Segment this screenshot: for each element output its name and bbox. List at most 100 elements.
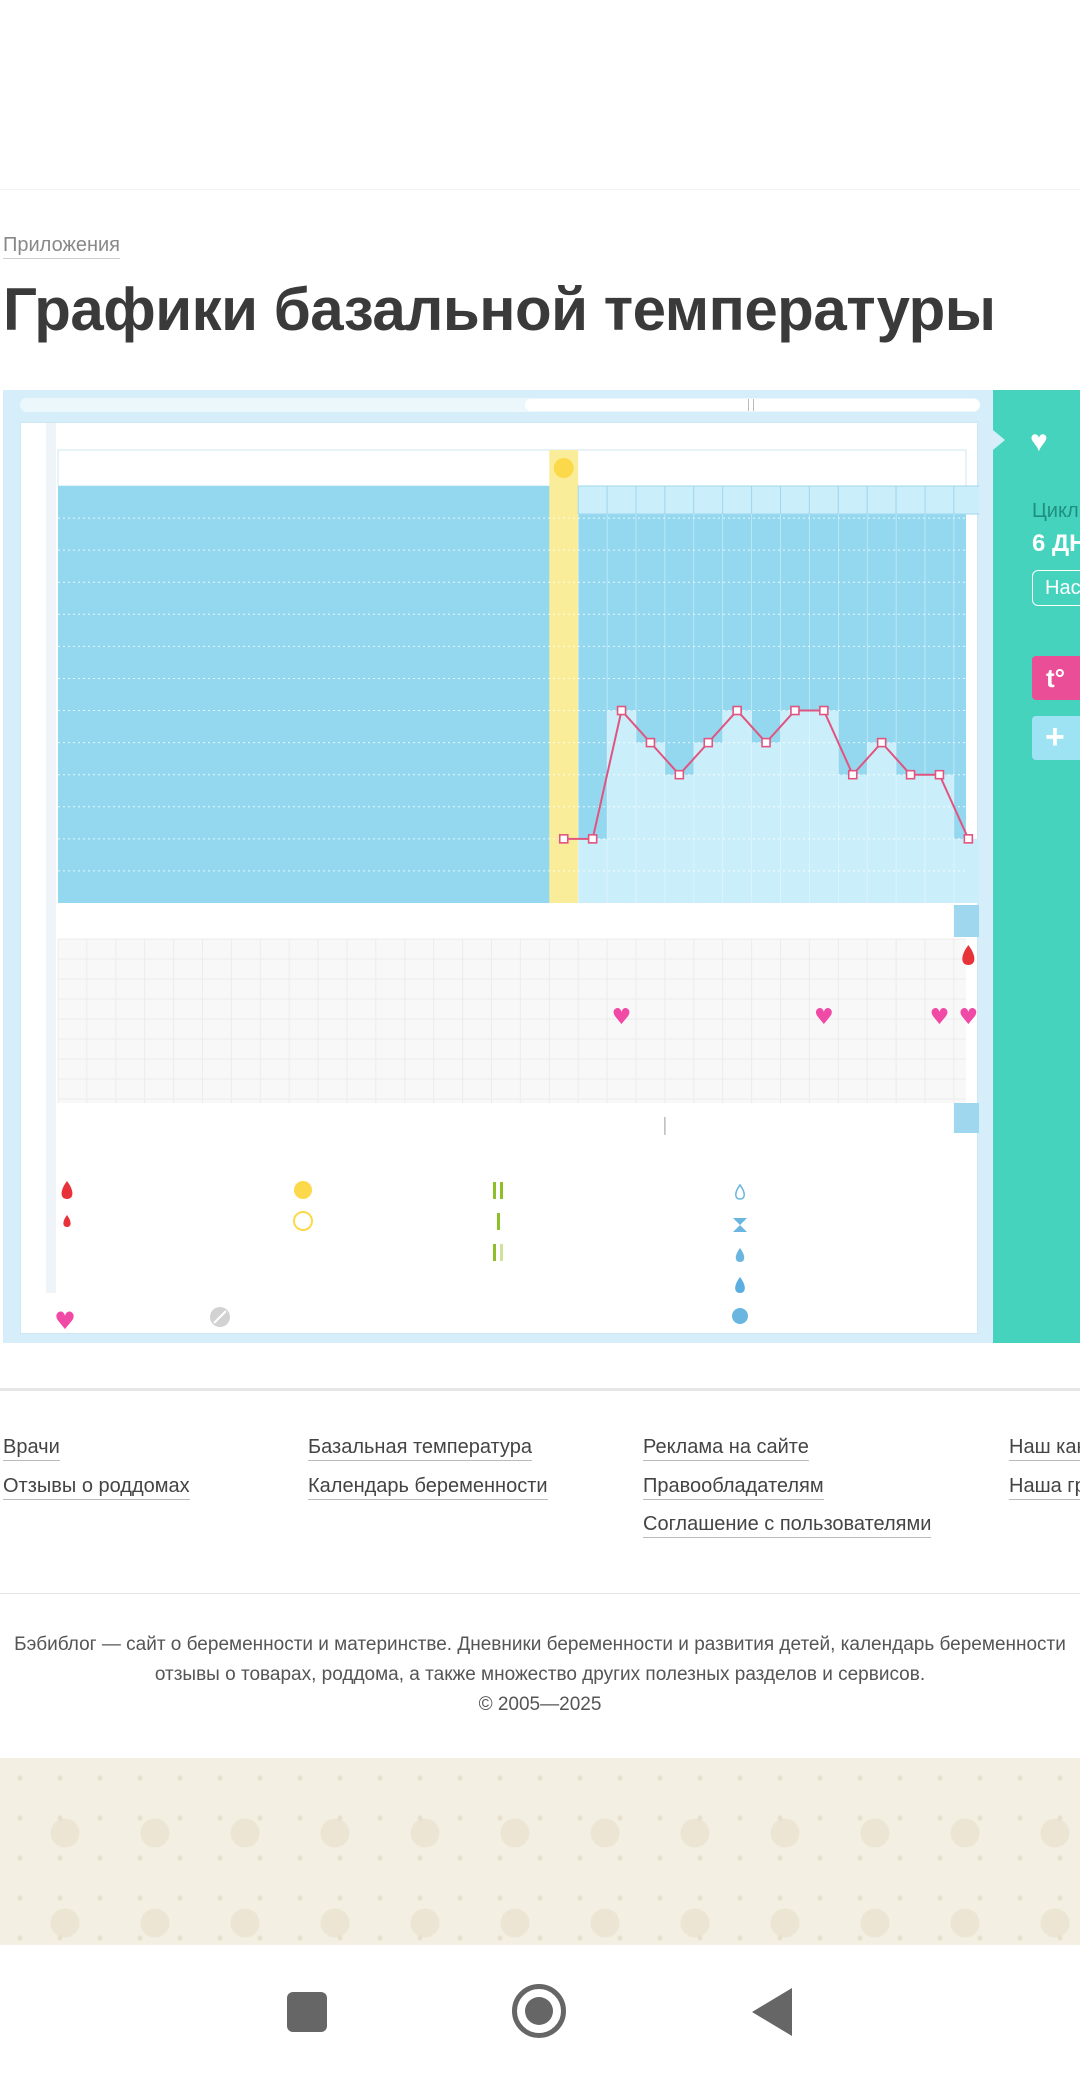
phase-day-cell	[837, 485, 868, 515]
temperature-point	[558, 834, 569, 844]
side-panel	[993, 390, 1080, 1343]
events-grid	[58, 939, 966, 1103]
intercourse-legend-icon: ♥	[54, 1307, 76, 1335]
ovulation-column	[549, 450, 579, 903]
chart-card: ♥ ♥ ♥ ♥ ♥	[20, 422, 979, 1335]
phase-day-cell	[751, 485, 781, 515]
phase-day-cell	[953, 485, 979, 515]
date-row	[58, 1103, 966, 1135]
temperature-point	[963, 834, 974, 844]
footer-link-ads[interactable]: Реклама на сайте	[643, 1434, 809, 1461]
temperature-bar	[953, 838, 979, 903]
decorative-pattern	[0, 1758, 1080, 1945]
phase-day-cell	[895, 485, 926, 515]
phase-day-cell	[577, 485, 608, 515]
pregnancy-weak-icon	[493, 1244, 496, 1261]
temperature-point	[905, 769, 916, 780]
chart-scrollbar-thumb[interactable]	[525, 399, 980, 411]
add-temperature-button[interactable]: t°	[1032, 656, 1080, 700]
temperature-point	[934, 769, 945, 780]
medication-icon-slash	[213, 1310, 227, 1324]
temperature-bar	[838, 774, 868, 903]
footer-divider	[0, 1388, 1080, 1391]
egg-white-icon	[732, 1308, 748, 1324]
footer-link-group[interactable]: Наша гр	[1009, 1473, 1080, 1500]
intercourse-heart-icon: ♥	[958, 1005, 978, 1030]
temperature-bar	[722, 710, 752, 903]
ovulation-negative-icon	[293, 1211, 313, 1231]
breadcrumb[interactable]: Приложения	[3, 232, 121, 259]
intercourse-heart-icon: ♥	[612, 1005, 632, 1030]
phase-day-cell	[780, 485, 810, 515]
spotting-legend-icon	[63, 1215, 71, 1227]
phase-day-cell	[635, 485, 666, 515]
temperature-point	[616, 705, 627, 716]
scroll-grip-icon[interactable]	[748, 399, 754, 411]
temperature-point	[790, 705, 800, 716]
footer-link-basal-temp[interactable]: Базальная температура	[308, 1434, 532, 1461]
ovulation-positive-icon	[294, 1181, 312, 1199]
temperature-point	[876, 737, 887, 748]
recents-icon[interactable]	[287, 1992, 327, 2032]
temperature-bar	[751, 742, 781, 903]
page-title: Графики базальной температуры	[3, 276, 996, 343]
moon-calendar-icon	[398, 1306, 419, 1328]
footer-link-rightholders[interactable]: Правообладателям	[643, 1473, 824, 1500]
footer-link-channel[interactable]: Наш кан	[1009, 1434, 1080, 1461]
cycle-label: Цикл	[1032, 500, 1079, 522]
menstruation-legend-icon	[61, 1181, 73, 1199]
menstruation-drop-icon	[962, 945, 975, 965]
phase-day-cell	[924, 485, 955, 515]
phase-day-cell	[693, 485, 724, 515]
watery-icon	[735, 1277, 745, 1293]
temperature-bar	[896, 774, 925, 903]
intercourse-heart-icon: ♥	[814, 1005, 834, 1030]
pregnancy-positive-icon	[500, 1182, 503, 1199]
phase-day-cell	[664, 485, 695, 515]
temperature-point	[819, 705, 829, 716]
cycle-days: 6 ДН	[1032, 530, 1080, 557]
pregnancy-positive-icon	[493, 1182, 496, 1199]
today-date-highlight	[953, 1103, 979, 1133]
footer-link-user-agreement[interactable]: Соглашение с пользователями	[643, 1511, 932, 1538]
footer-link-maternity-reviews[interactable]: Отзывы о роддомах	[3, 1473, 190, 1500]
footer-description-line-1: Бэбиблог — сайт о беременности и материн…	[14, 1634, 1066, 1655]
phase-day-cell	[606, 485, 637, 515]
temperature-point	[645, 737, 656, 748]
heart-icon[interactable]: ♥	[1030, 425, 1048, 458]
dry-icon	[735, 1183, 745, 1200]
pregnancy-weak-icon	[500, 1244, 503, 1261]
phase-day-cell	[808, 485, 839, 515]
back-icon[interactable]	[752, 1988, 792, 2036]
temperature-point	[703, 737, 714, 748]
settings-button[interactable]: Настр	[1032, 570, 1080, 606]
chart-header-band	[57, 449, 967, 487]
temperature-bar	[578, 838, 608, 903]
phase-day-cell	[866, 485, 897, 515]
temperature-point	[847, 769, 858, 780]
temperature-point	[732, 705, 742, 716]
add-entry-button[interactable]: +	[1032, 716, 1080, 760]
intercourse-heart-icon: ♥	[930, 1005, 950, 1030]
temperature-point	[761, 737, 771, 748]
pregnancy-negative-icon	[497, 1213, 500, 1230]
home-icon-dot[interactable]	[525, 1997, 553, 2025]
side-panel-notch	[993, 430, 1005, 450]
current-day-highlight	[953, 905, 979, 937]
cycle-day-row	[58, 903, 966, 939]
ovulation-sun-icon	[553, 458, 574, 478]
creamy-icon	[735, 1248, 745, 1262]
footer-description-line-2: отзывы о товарах, роддома, а также множе…	[154, 1664, 926, 1685]
phase-day-cell	[722, 485, 753, 515]
chart-left-strip	[46, 423, 56, 1293]
temperature-point	[674, 769, 685, 780]
top-bar	[0, 0, 1080, 190]
temperature-bar	[867, 742, 897, 903]
temperature-bar	[693, 742, 723, 903]
home-icon[interactable]	[512, 1984, 566, 2038]
footer-link-doctors[interactable]: Врачи	[3, 1434, 60, 1461]
footer-link-pregnancy-calendar[interactable]: Календарь беременности	[308, 1473, 548, 1500]
footer-divider-2	[0, 1593, 1080, 1594]
footer-copyright: © 2005—2025	[478, 1694, 602, 1715]
temperature-chart: ♥ ♥ ♥ ♥ ♥	[46, 423, 979, 1335]
